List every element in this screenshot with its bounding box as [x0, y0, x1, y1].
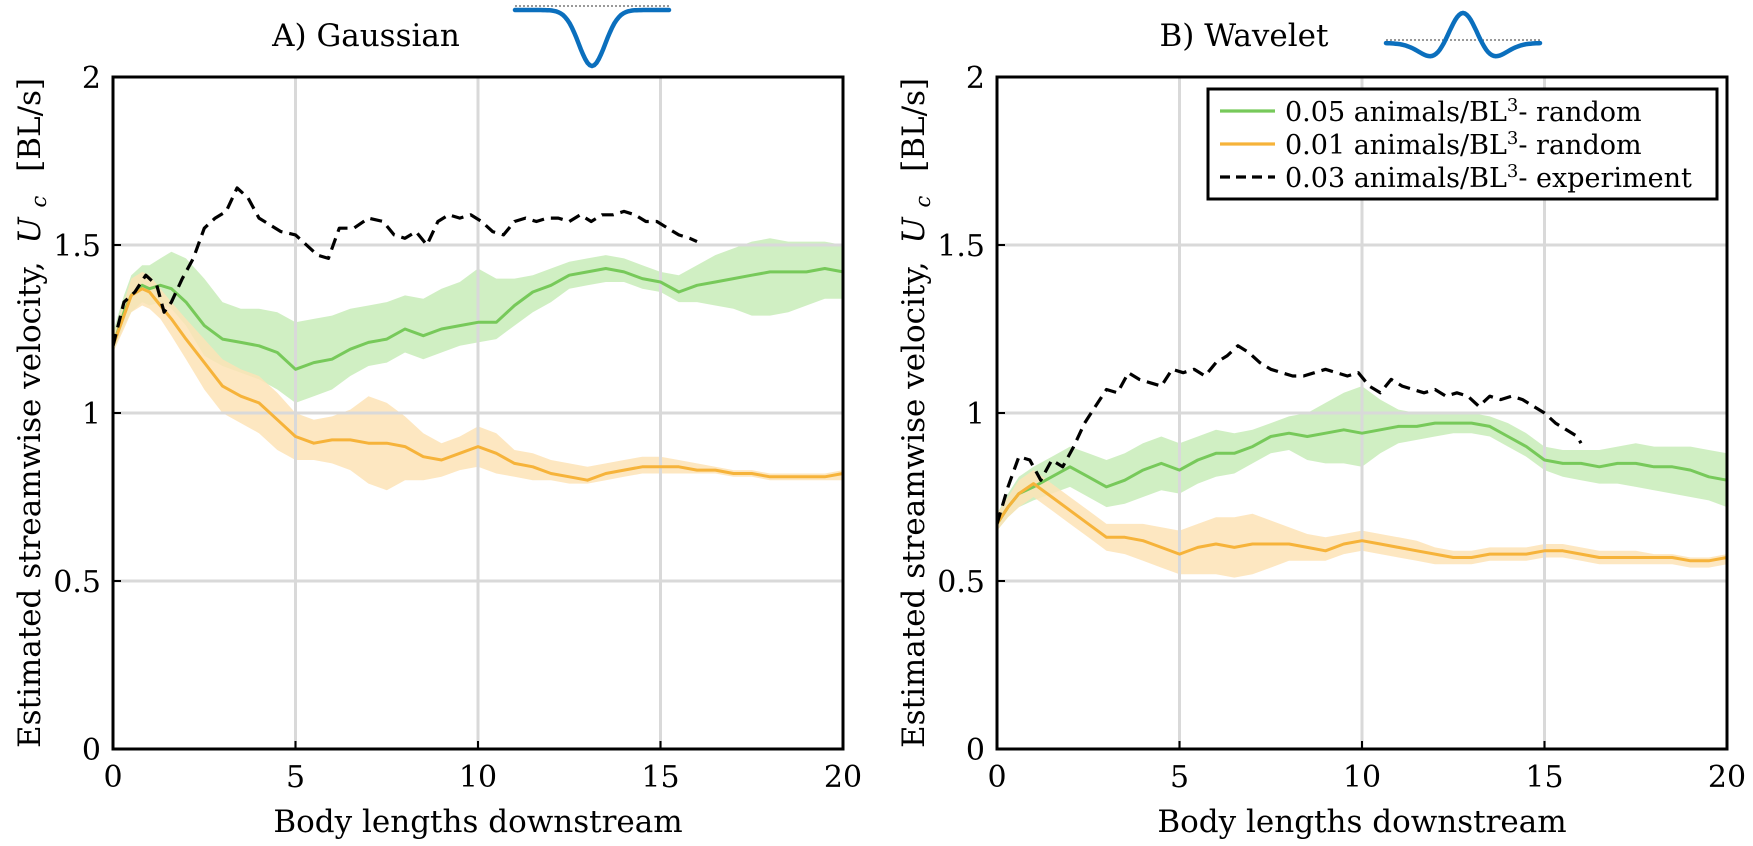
x-tick-label: 5: [286, 760, 305, 795]
x-tick-label: 5: [1170, 760, 1189, 795]
series-line-2: [995, 344, 1583, 525]
panel-b-wavelet: 0 5 10 15 20 0 0.5 1 1.5 2 B) Wavelet Body length…: [896, 10, 1746, 840]
panel-b-y-axis-subscript: c: [911, 196, 935, 208]
legend-label-superscript: 3: [1507, 161, 1518, 182]
series-line-0: [995, 421, 1728, 525]
panel-b-x-axis-label: Body lengths downstream: [1157, 804, 1566, 840]
legend-label: 0.01 animals/BL3- random: [1285, 128, 1642, 161]
x-tick-label: 0: [103, 760, 122, 795]
panel-b-ticks: 0 5 10 15 20 0 0.5 1 1.5 2: [937, 61, 1746, 795]
panel-b-y-axis-label: Estimated streamwise velocity, U c [BL/s…: [896, 78, 938, 748]
legend-label-prefix: 0.01 animals/BL: [1285, 130, 1507, 161]
legend-item: 0.05 animals/BL3- random: [1220, 95, 1642, 128]
y-tick-label: 0: [966, 733, 985, 768]
series-line-1: [111, 287, 844, 482]
wavelet-waveform-icon: [1383, 10, 1543, 59]
panel-b-y-axis-unit: [BL/s]: [896, 78, 932, 172]
y-tick-label: 0.5: [53, 565, 101, 600]
legend-label-suffix: - experiment: [1518, 163, 1692, 194]
panel-a-y-axis-symbol: U: [12, 217, 48, 244]
legend-label: 0.03 animals/BL3- experiment: [1285, 161, 1692, 194]
panel-a-y-axis-unit: [BL/s]: [12, 78, 48, 172]
x-tick-label: 15: [1525, 760, 1563, 795]
x-tick-label: 20: [1708, 760, 1746, 795]
y-tick-label: 2: [82, 61, 101, 96]
panel-b-title: B) Wavelet: [1160, 18, 1329, 54]
series-line-2: [111, 186, 698, 347]
panel-a-title: A) Gaussian: [271, 18, 460, 54]
legend-box: [1206, 87, 1719, 201]
legend-label-prefix: 0.03 animals/BL: [1285, 163, 1507, 194]
legend-label-suffix: - random: [1518, 97, 1641, 128]
icon-curve: [1383, 10, 1543, 59]
legend-label: 0.05 animals/BL3- random: [1285, 95, 1642, 128]
x-tick-label: 20: [824, 760, 862, 795]
panel-a-y-axis-label: Estimated streamwise velocity, U c [BL/s…: [12, 78, 54, 748]
legend-item: 0.01 animals/BL3- random: [1220, 128, 1642, 161]
panel-b-y-axis-label-text: Estimated streamwise velocity,: [896, 261, 932, 748]
legend-label-superscript: 3: [1507, 95, 1518, 116]
legend-item: 0.03 animals/BL3- experiment: [1220, 161, 1692, 194]
y-tick-label: 2: [966, 61, 985, 96]
gaussian-waveform-icon: [512, 5, 672, 69]
legend-label-superscript: 3: [1507, 128, 1518, 149]
panel-b-series-lines: [995, 344, 1728, 563]
series-line-0: [111, 267, 844, 371]
y-tick-label: 1.5: [937, 229, 985, 264]
y-tick-label: 0: [82, 733, 101, 768]
panel-a-ticks: 0 5 10 15 20 0 0.5 1 1.5 2: [53, 61, 862, 795]
panel-a-gaussian: 0 5 10 15 20 0 0.5 1 1.5 2 A) Gaussian Body lengt…: [12, 5, 862, 840]
icon-curve: [512, 7, 672, 69]
y-tick-label: 1: [966, 397, 985, 432]
panel-a-x-axis-label: Body lengths downstream: [273, 804, 682, 840]
series-line-1: [995, 482, 1728, 563]
legend-label-prefix: 0.05 animals/BL: [1285, 97, 1507, 128]
x-tick-label: 15: [641, 760, 679, 795]
panel-a-series-lines: [111, 186, 844, 482]
x-tick-label: 10: [459, 760, 497, 795]
panel-a-gridlines: [113, 77, 843, 749]
panel-b-y-axis-symbol: U: [896, 217, 932, 244]
y-tick-label: 1.5: [53, 229, 101, 264]
x-tick-label: 0: [987, 760, 1006, 795]
panel-a-y-axis-label-text: Estimated streamwise velocity,: [12, 261, 48, 748]
panel-a-y-axis-subscript: c: [27, 196, 51, 208]
y-tick-label: 1: [82, 397, 101, 432]
legend-label-suffix: - random: [1518, 130, 1641, 161]
x-tick-label: 10: [1343, 760, 1381, 795]
y-tick-label: 0.5: [937, 565, 985, 600]
